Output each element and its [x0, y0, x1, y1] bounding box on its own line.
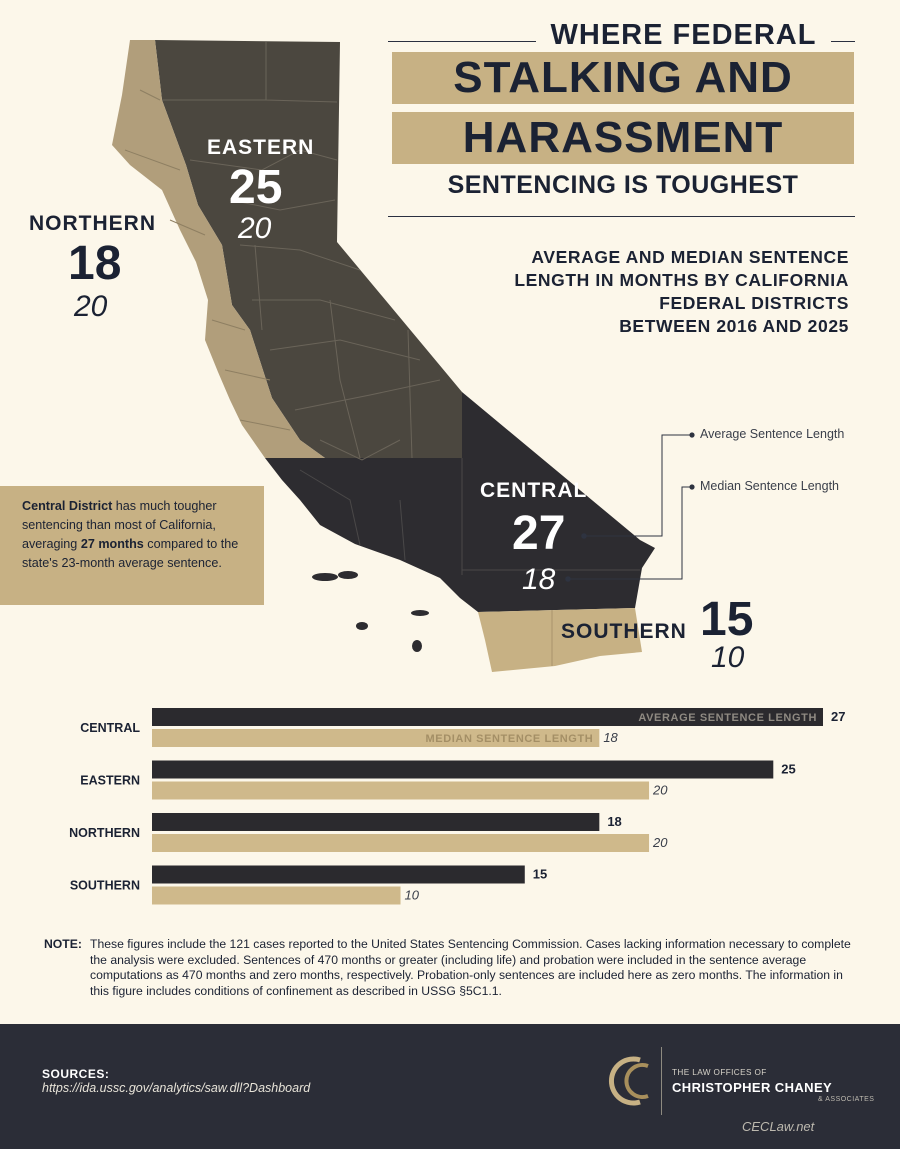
legend-average: Average Sentence Length — [700, 427, 845, 441]
title-band-2 — [392, 112, 854, 164]
central-average: 27 — [512, 507, 566, 560]
legend-median: Median Sentence Length — [700, 479, 839, 493]
bar-northern-average — [152, 813, 600, 831]
title-rule-left — [388, 41, 536, 42]
logo-line-1: THE LAW OFFICES OF — [672, 1068, 767, 1077]
value-label-northern-average: 18 — [607, 814, 621, 829]
category-label-eastern: EASTERN — [80, 774, 140, 788]
bar-central-average — [152, 708, 823, 726]
legend-median-dot — [689, 484, 695, 490]
map-region-northern — [112, 40, 325, 458]
northern-label: NORTHERN — [29, 212, 156, 235]
title-line-2: STALKING AND — [453, 53, 793, 102]
note: NOTE: These figures include the 121 case… — [44, 937, 854, 1000]
value-label-central-average: 27 — [831, 709, 845, 724]
value-label-northern-median: 20 — [652, 835, 668, 850]
logo-line-2: CHRISTOPHER CHANEY — [672, 1080, 833, 1095]
northern-average: 18 — [68, 237, 122, 290]
series-label-median: MEDIAN SENTENCE LENGTH — [426, 733, 594, 745]
footer-divider — [661, 1047, 662, 1115]
category-label-southern: SOUTHERN — [70, 879, 140, 893]
county-lines-central — [299, 458, 640, 575]
subtitle-line-3: FEDERAL DISTRICTS — [659, 293, 849, 313]
map-region-southern — [478, 608, 642, 672]
map-region-eastern — [155, 40, 462, 458]
eastern-median: 20 — [238, 212, 272, 245]
southern-average: 15 — [700, 593, 754, 646]
california-map — [112, 40, 695, 672]
category-label-northern: NORTHERN — [69, 826, 140, 840]
subtitle-line-1: AVERAGE AND MEDIAN SENTENCE — [531, 247, 849, 267]
legend-connectors — [568, 434, 692, 580]
title-line-3: HARASSMENT — [462, 113, 784, 162]
eastern-label: EASTERN — [207, 136, 315, 159]
value-label-southern-average: 15 — [533, 867, 547, 882]
callout-text: Central District has much tougher senten… — [22, 497, 250, 573]
callout-text-2: compared to the state's 23-month average… — [22, 537, 239, 570]
subtitle-line-4: BETWEEN 2016 AND 2025 — [619, 316, 849, 336]
callout-strong-2: 27 months — [80, 537, 144, 551]
callout-text-1: has much tougher sentencing than most of… — [22, 499, 217, 551]
value-label-eastern-average: 25 — [781, 762, 795, 777]
callout-strong-1: Central District — [22, 499, 113, 513]
subtitle-line-2: LENGTH IN MONTHS BY CALIFORNIA — [514, 270, 849, 290]
bar-chart: CENTRAL 27 AVERAGE SENTENCE LENGTH 18 MEDIAN… — [69, 708, 845, 905]
sources-link[interactable]: https://ida.ussc.gov/analytics/saw.dll?D… — [42, 1081, 311, 1095]
title-line-4: SENTENCING IS TOUGHEST — [447, 171, 799, 199]
map-region-central — [265, 392, 655, 612]
note-label: NOTE: — [44, 937, 82, 951]
bar-eastern-average — [152, 760, 774, 779]
title-rule-right — [831, 41, 855, 42]
southern-median: 10 — [711, 641, 745, 674]
bar-eastern-median — [152, 781, 650, 800]
avg-marker-dot — [581, 533, 587, 539]
southern-label: SOUTHERN — [561, 620, 687, 643]
county-lines-north — [124, 89, 291, 431]
channel-islands — [312, 571, 429, 652]
firm-logo-icon — [608, 1056, 649, 1106]
legend-avg-dot — [689, 432, 695, 438]
footer — [0, 1024, 900, 1149]
value-label-southern-median: 10 — [405, 888, 420, 903]
category-label-central: CENTRAL — [80, 721, 140, 735]
eastern-average: 25 — [229, 161, 283, 214]
northern-median: 20 — [74, 290, 108, 323]
logo-line-3: & ASSOCIATES — [818, 1096, 875, 1103]
series-label-average: AVERAGE SENTENCE LENGTH — [638, 712, 817, 724]
median-marker-dot — [565, 576, 571, 582]
bar-southern-median — [152, 886, 401, 905]
website-link[interactable]: CECLaw.net — [742, 1119, 815, 1134]
sources-label: SOURCES: — [42, 1067, 110, 1081]
bar-southern-average — [152, 865, 525, 884]
bar-northern-median — [152, 834, 650, 852]
value-label-central-median: 18 — [603, 730, 618, 745]
title-line-1: WHERE FEDERAL — [550, 19, 817, 51]
central-callout: Central District has much tougher senten… — [0, 486, 264, 605]
value-label-eastern-median: 20 — [652, 783, 668, 798]
central-median: 18 — [522, 563, 556, 596]
title-rule-bottom — [388, 216, 855, 217]
subtitle: AVERAGE AND MEDIAN SENTENCE LENGTH IN MO… — [449, 246, 849, 338]
county-lines — [162, 42, 441, 461]
note-text: These figures include the 121 cases repo… — [90, 937, 851, 999]
title-band-1 — [392, 52, 854, 104]
bar-central-median — [152, 729, 600, 747]
central-label: CENTRAL — [480, 479, 588, 502]
